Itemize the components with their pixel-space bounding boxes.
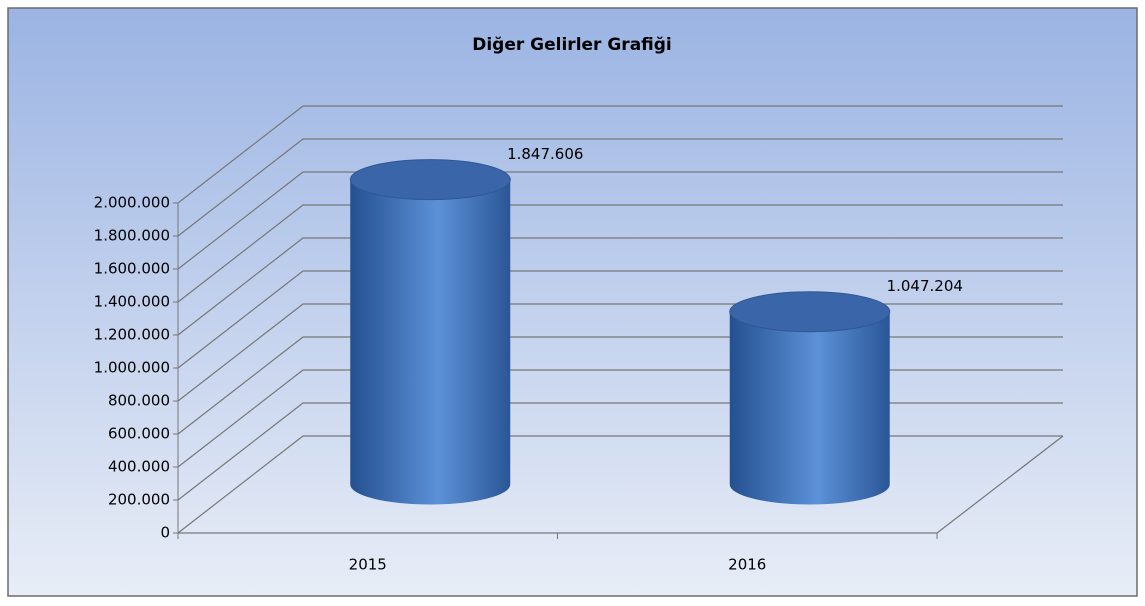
y-tick-label: 600.000 bbox=[108, 425, 170, 443]
grid-line bbox=[177, 270, 1063, 369]
grid-line bbox=[177, 105, 1063, 204]
y-tick-label: 400.000 bbox=[108, 458, 170, 476]
x-tick-label: 2016 bbox=[728, 556, 766, 574]
y-tick-label: 800.000 bbox=[108, 392, 170, 410]
chart-title: Diğer Gelirler Grafiği bbox=[472, 35, 672, 55]
y-tick-label: 200.000 bbox=[108, 491, 170, 509]
y-tick-label: 1.800.000 bbox=[94, 227, 170, 245]
bar bbox=[729, 311, 890, 505]
y-tick-label: 1.400.000 bbox=[94, 293, 170, 311]
grid-line bbox=[177, 204, 1063, 303]
data-label: 1.847.606 bbox=[507, 145, 583, 163]
grid-line bbox=[177, 237, 1063, 336]
y-tick-label: 1.200.000 bbox=[94, 326, 170, 344]
grid-line bbox=[177, 138, 1063, 237]
grid-line bbox=[177, 171, 1063, 270]
bar-top bbox=[349, 159, 511, 201]
bar-top bbox=[729, 291, 891, 333]
bar bbox=[350, 179, 511, 505]
data-label: 1.047.204 bbox=[887, 277, 963, 295]
x-tick-label: 2015 bbox=[349, 556, 387, 574]
y-tick-label: 2.000.000 bbox=[94, 194, 170, 212]
y-tick-label: 1.000.000 bbox=[94, 359, 170, 377]
y-tick-label: 0 bbox=[160, 524, 170, 542]
y-tick-label: 1.600.000 bbox=[94, 260, 170, 278]
